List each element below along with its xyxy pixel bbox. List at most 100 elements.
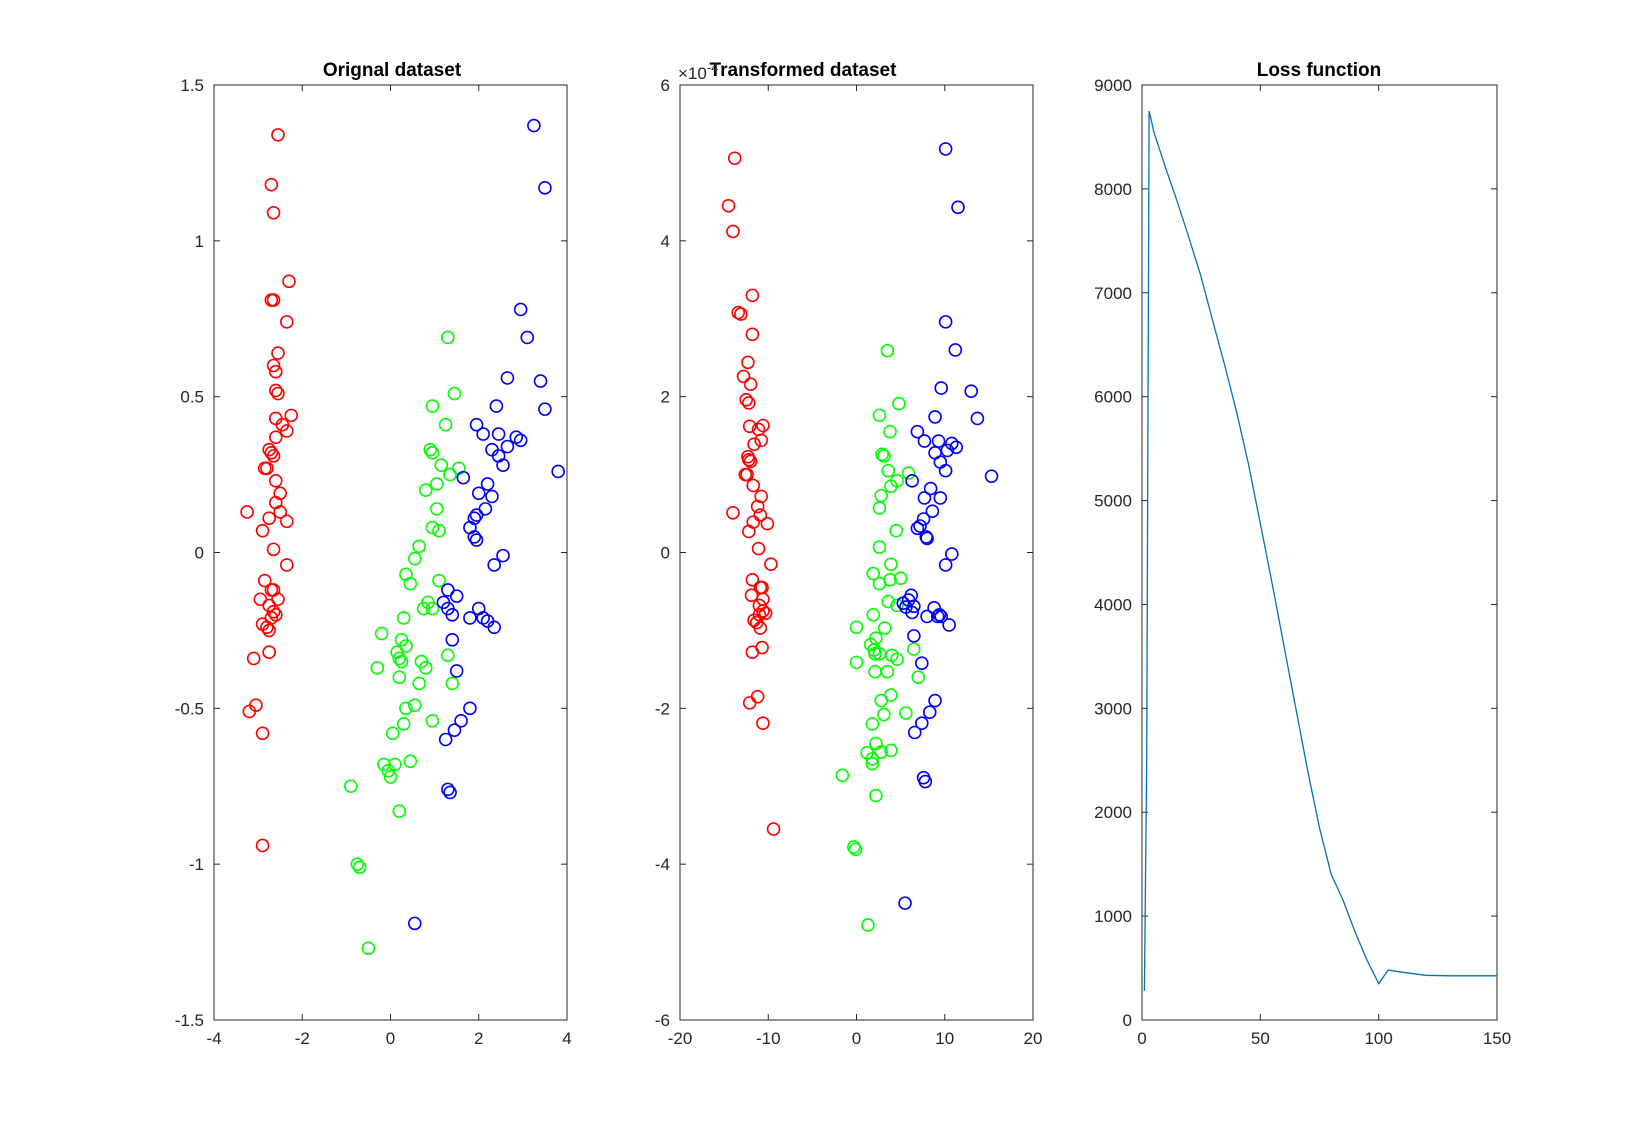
data-point [754,433,768,448]
data-point [742,452,756,467]
data-point [745,327,760,342]
data-point [922,705,937,720]
data-point [905,474,919,488]
data-point [266,293,281,307]
data-point [266,542,281,557]
data-point [938,558,953,572]
data-point [478,502,493,516]
data-point [760,516,775,531]
data-point [533,374,548,388]
axes-loss-function: Loss function 0 50 100 150 0 1000 2000 3000 4000… [1094,60,1511,1048]
data-point [480,477,495,491]
data-point [491,427,506,441]
data-point [933,491,948,505]
data-point [731,305,746,320]
data-point [899,706,913,720]
data-point [425,520,440,535]
data-point [877,449,891,463]
y-tick-label: 0 [1123,1011,1132,1030]
axes-original-dataset: Orignal dataset -4 -2 0 2 4 -1.5 -1 -0.5 0 0.5 1 1.… [175,60,572,1048]
y-tick-label: 4 [661,232,670,251]
data-point [920,531,934,546]
y-tick-label: -0.5 [175,699,204,718]
data-point [441,782,455,797]
data-point [434,458,449,473]
data-point [883,424,897,439]
data-point [343,779,358,794]
data-point [441,648,455,663]
data-point [907,599,921,614]
data-point [905,605,919,620]
data-point [881,463,896,478]
data-point [264,445,279,460]
data-point [756,604,770,618]
data-point [262,623,276,638]
data-point [260,620,274,635]
data-point [928,693,942,708]
data-point [445,608,460,622]
data-point [745,288,760,303]
data-point [394,654,409,669]
data-point [407,698,422,713]
x-tick-label: -4 [206,1029,221,1048]
data-point [412,539,426,554]
data-point [726,224,740,239]
data-point [745,572,760,587]
data-point [280,514,294,529]
data-point [925,504,940,519]
data-point [264,177,279,192]
data-point [945,547,959,561]
data-point [445,676,460,691]
data-point [271,386,285,401]
data-point [266,604,281,619]
data-point [918,774,933,789]
data-point [849,620,864,635]
data-point [385,726,400,741]
y-tick-label: 0 [195,544,204,563]
data-point [396,611,411,625]
data-point [865,752,880,766]
y-tick-label: 0 [661,544,670,563]
x-tick-label: 0 [386,1029,395,1048]
data-point [456,470,471,485]
data-point [945,436,959,451]
data-point [892,396,906,411]
data-point [907,629,921,643]
data-point [374,626,389,641]
data-point [847,840,861,854]
data-point [280,424,294,438]
data-point [489,399,504,413]
data-point [915,656,929,670]
scatter-series [835,343,926,932]
data-point [913,519,927,533]
loss-line [1143,110,1497,991]
x-tick-label: 0 [1137,1029,1146,1048]
data-point [753,508,768,522]
data-point [399,701,413,716]
axes-box [1141,84,1498,1021]
x-tick-label: -2 [295,1029,310,1048]
data-point [764,557,778,571]
data-point [865,717,880,731]
data-point [416,601,431,616]
data-point [875,447,889,462]
data-point [392,804,407,818]
data-point [432,573,446,588]
data-point [282,274,296,289]
data-point [753,621,768,635]
data-point [890,652,904,667]
data-point [739,392,753,407]
data-point [487,620,501,635]
data-point [934,381,949,395]
x-tick-label: 0 [852,1029,861,1048]
y-tick-label: 6000 [1094,388,1132,407]
data-point [917,434,932,448]
data-point [407,551,422,566]
data-point [255,523,270,538]
data-point [951,200,965,215]
data-point [949,440,964,455]
data-point [907,725,922,740]
data-point [350,857,365,871]
data-point [746,478,761,493]
data-point [513,302,528,317]
